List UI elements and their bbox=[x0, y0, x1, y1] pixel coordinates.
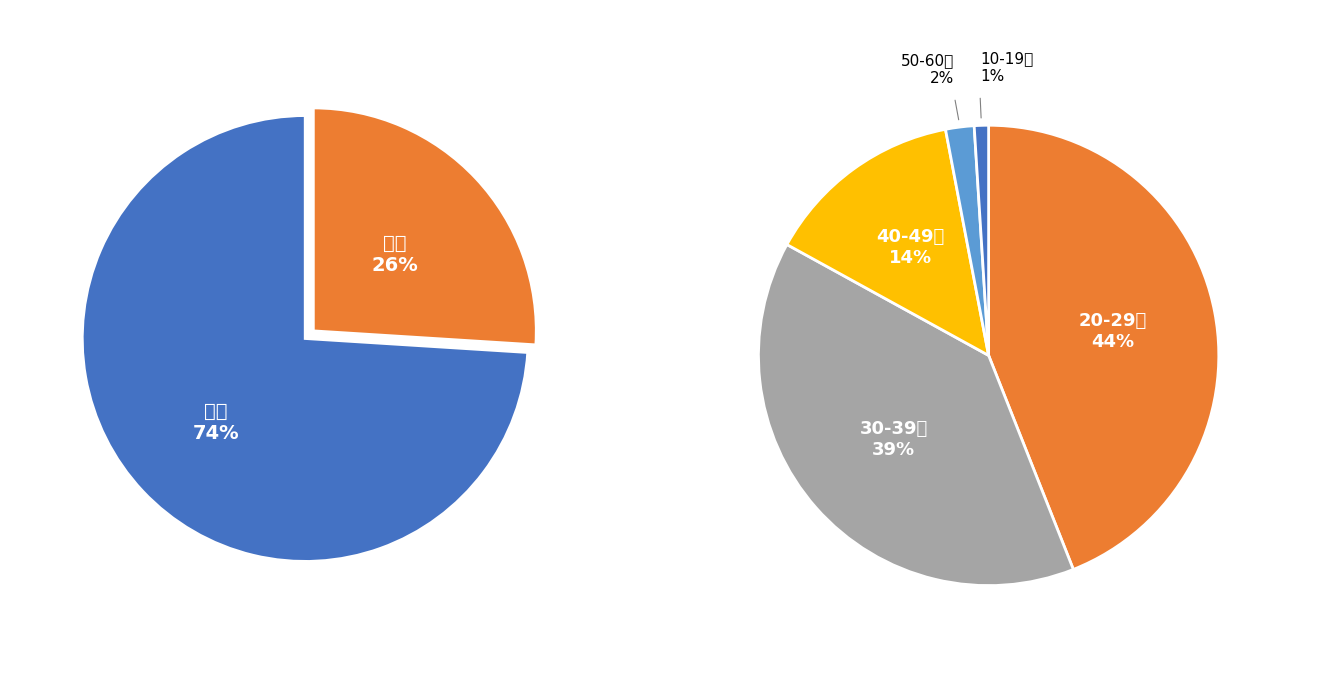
Wedge shape bbox=[945, 126, 989, 355]
Wedge shape bbox=[313, 108, 536, 345]
Text: 男性
26%: 男性 26% bbox=[372, 234, 418, 275]
Wedge shape bbox=[759, 244, 1074, 586]
Text: 40-49才
14%: 40-49才 14% bbox=[876, 228, 945, 267]
Wedge shape bbox=[82, 116, 528, 561]
Text: 20-29才
44%: 20-29才 44% bbox=[1079, 312, 1147, 351]
Text: 50-60才
2%: 50-60才 2% bbox=[901, 53, 954, 86]
Text: 10-19才
1%: 10-19才 1% bbox=[981, 51, 1034, 84]
Text: 女性
74%: 女性 74% bbox=[192, 402, 239, 443]
Wedge shape bbox=[974, 125, 989, 355]
Text: 30-39才
39%: 30-39才 39% bbox=[860, 420, 928, 458]
Wedge shape bbox=[989, 125, 1218, 569]
Wedge shape bbox=[787, 129, 989, 355]
